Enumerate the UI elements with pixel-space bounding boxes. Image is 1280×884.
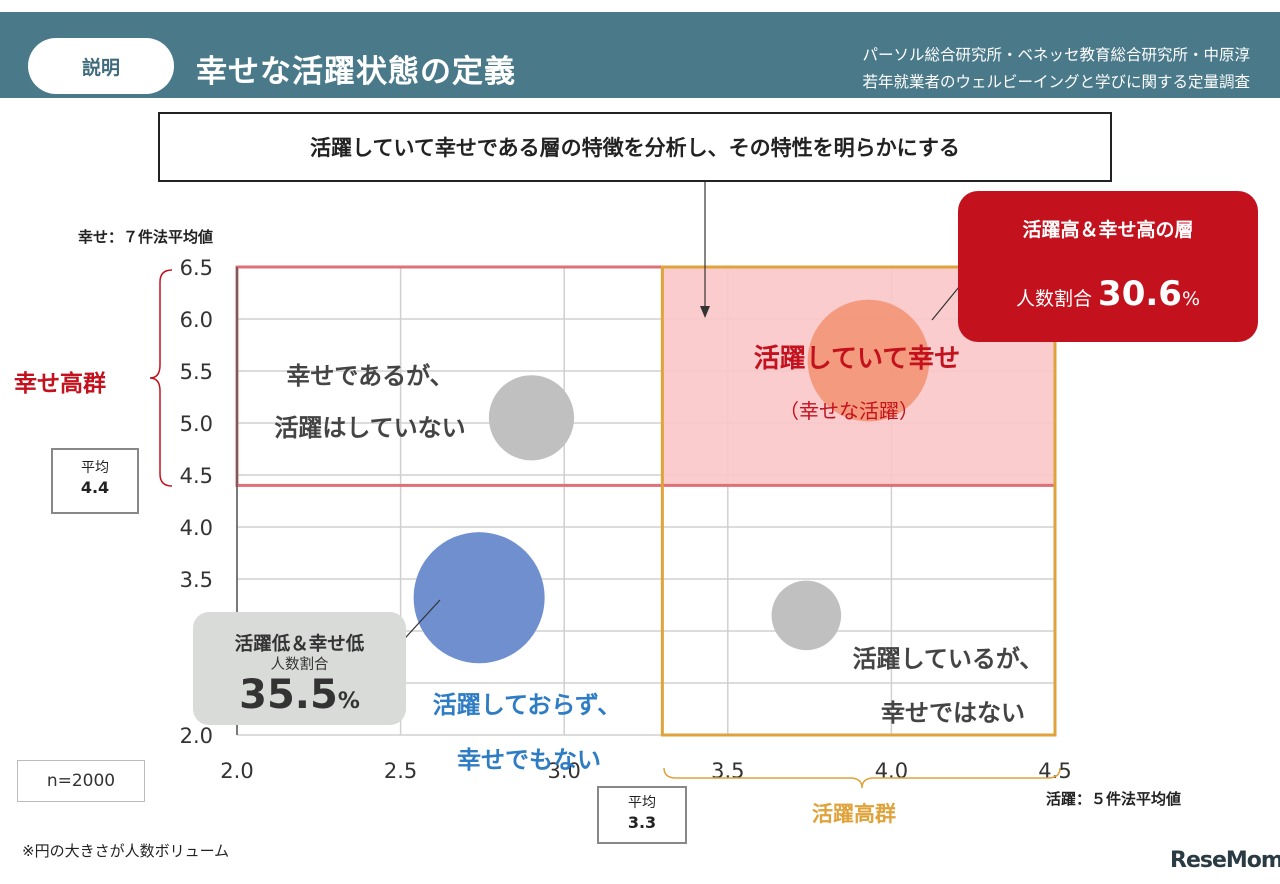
active-high-group-frame	[660, 265, 1057, 737]
y-tick-label: 3.5	[180, 568, 213, 592]
x-tick-label: 4.0	[875, 759, 908, 783]
bubble-active-not-happy	[771, 580, 842, 651]
quadrant-label-active-line2: 幸せではない	[881, 699, 1025, 727]
sample-size-box: n=2000	[17, 760, 145, 802]
callout-high-value: 30.6	[1098, 274, 1182, 314]
source-line-2: 若年就業者のウェルビーイングと学びに関する定量調査	[862, 73, 1250, 91]
header-badge: 説明	[28, 38, 174, 94]
y-axis-label: 幸せ：７件法平均値	[78, 228, 214, 246]
source-line-1: パーソル総合研究所・ベネッセ教育総合研究所・中原淳	[862, 46, 1250, 64]
quadrant-label-neither-line1: 活躍しておらず、	[433, 691, 621, 719]
callout-low-label: 人数割合	[270, 657, 329, 673]
callout-low-title: 活躍低＆幸せ低	[234, 634, 365, 655]
y-group-label: 幸せ高群	[14, 371, 106, 397]
y-tick-label: 6.0	[180, 308, 213, 332]
quadrant-sublabel-active-happy: （幸せな活躍）	[779, 399, 919, 423]
quadrant-label-neither-line2: 幸せでもない	[457, 746, 601, 774]
callout-low-unit: %	[337, 689, 360, 714]
bubble-neither	[413, 532, 545, 664]
x-average-box: 平均 3.3	[597, 786, 687, 844]
callout-high-label: 人数割合	[1015, 288, 1092, 310]
y-tick-label: 4.5	[180, 464, 213, 488]
y-tick-label: 2.0	[180, 724, 213, 748]
objective-arrow-head	[700, 306, 710, 318]
header-bar: 説明 幸せな活躍状態の定義 パーソル総合研究所・ベネッセ教育総合研究所・中原淳 …	[0, 12, 1280, 98]
x-tick-label: 2.0	[220, 759, 253, 783]
callout-high-group: 活躍高＆幸せ高の層 人数割合 30.6%	[958, 191, 1258, 342]
y-average-value: 4.4	[80, 478, 110, 497]
quadrant-label-active-happy: 活躍していて幸せ	[754, 344, 960, 374]
y-tick-label: 6.5	[180, 256, 213, 280]
callout-low-group: 活躍低＆幸せ低 人数割合 35.5%	[193, 612, 406, 725]
callout-high-unit: %	[1181, 288, 1200, 310]
page-title: 幸せな活躍状態の定義	[196, 54, 516, 90]
x-group-brace	[663, 767, 1061, 789]
y-average-label: 平均	[81, 460, 109, 476]
quadrant-label-happy-line2: 活躍はしていない	[274, 414, 465, 442]
y-group-brace	[149, 269, 173, 487]
x-average-value: 3.3	[627, 813, 657, 832]
x-tick-label: 3.5	[711, 759, 744, 783]
site-logo: ReseMom	[1170, 848, 1280, 873]
x-tick-label: 4.5	[1038, 759, 1071, 783]
x-tick-label: 3.0	[547, 759, 580, 783]
y-average-box: 平均 4.4	[51, 448, 139, 514]
source-credit: パーソル総合研究所・ベネッセ教育総合研究所・中原淳 若年就業者のウェルビーイング…	[862, 42, 1250, 96]
callout-low-value: 35.5	[239, 672, 338, 718]
bubble-happy-not-active	[488, 375, 575, 461]
quadrant-label-happy-line1: 幸せであるが、	[286, 362, 453, 390]
bubble-active-happy	[807, 299, 930, 422]
x-tick-label: 2.5	[384, 759, 417, 783]
callout-high-title: 活躍高＆幸せ高の層	[1022, 219, 1194, 241]
quadrant-label-active-line1: 活躍しているが、	[853, 645, 1044, 673]
y-tick-label: 4.0	[180, 516, 213, 540]
footnote: ※円の大きさが人数ボリューム	[22, 842, 230, 860]
y-tick-label: 5.0	[180, 412, 213, 436]
x-average-label: 平均	[628, 795, 656, 811]
x-group-label: 活躍高群	[812, 802, 896, 826]
objective-box: 活躍していて幸せである層の特徴を分析し、その特性を明らかにする	[158, 112, 1112, 182]
y-tick-label: 5.5	[180, 360, 213, 384]
x-axis-label: 活躍：５件法平均値	[1046, 790, 1182, 808]
